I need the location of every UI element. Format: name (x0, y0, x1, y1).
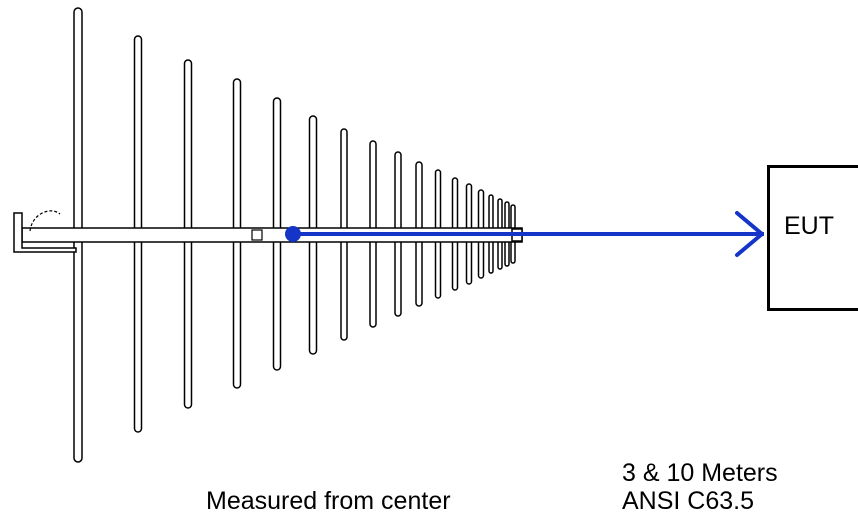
mount-bracket (13, 212, 77, 253)
boom-clamp (251, 229, 263, 241)
eut-label: EUT (784, 212, 834, 240)
standard-label: ANSI C63.5 (622, 487, 755, 515)
cable-loop (29, 210, 61, 232)
measured-from-label: Measured from center (206, 487, 451, 515)
eut-box (767, 165, 858, 311)
distance-label: 3 & 10 Meters (622, 459, 778, 487)
arrow-head-icon (735, 211, 764, 257)
center-point (285, 226, 301, 242)
